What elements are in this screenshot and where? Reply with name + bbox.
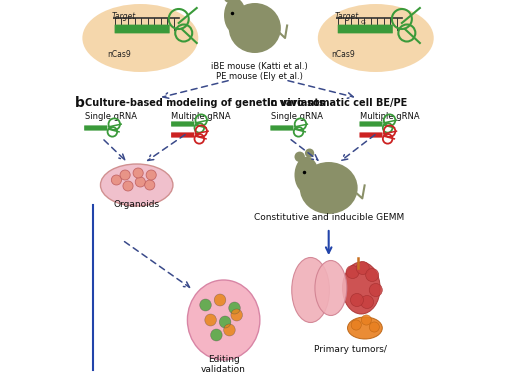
Ellipse shape: [292, 258, 330, 323]
Text: nCas9: nCas9: [331, 50, 354, 59]
Circle shape: [346, 265, 359, 279]
Ellipse shape: [229, 3, 281, 53]
Text: G: G: [361, 20, 366, 25]
Circle shape: [361, 315, 372, 325]
Text: Editing
validation: Editing validation: [201, 355, 246, 374]
Circle shape: [365, 268, 379, 282]
Text: Single gRNA: Single gRNA: [85, 112, 136, 121]
Ellipse shape: [318, 4, 434, 72]
Text: Culture-based modeling of genetic variants: Culture-based modeling of genetic varian…: [85, 98, 324, 108]
Ellipse shape: [224, 0, 246, 33]
Ellipse shape: [224, 324, 235, 336]
Circle shape: [305, 149, 314, 158]
Ellipse shape: [294, 157, 319, 193]
Text: Constitutive and inducible GEMM: Constitutive and inducible GEMM: [254, 213, 404, 222]
Ellipse shape: [343, 262, 380, 314]
Ellipse shape: [214, 294, 226, 306]
Ellipse shape: [146, 170, 156, 180]
Text: nCas9: nCas9: [108, 50, 131, 59]
Circle shape: [356, 261, 369, 274]
Ellipse shape: [315, 261, 347, 315]
Ellipse shape: [211, 329, 222, 341]
FancyBboxPatch shape: [171, 132, 194, 138]
Ellipse shape: [299, 162, 358, 214]
Ellipse shape: [145, 180, 155, 190]
Text: iBE mouse (Katti et al.): iBE mouse (Katti et al.): [211, 62, 308, 71]
Ellipse shape: [135, 177, 145, 187]
FancyBboxPatch shape: [115, 24, 170, 33]
Ellipse shape: [348, 317, 383, 339]
Ellipse shape: [101, 164, 173, 206]
Ellipse shape: [120, 170, 130, 180]
Text: Multiple gRNA: Multiple gRNA: [360, 112, 419, 121]
Text: Multiple gRNA: Multiple gRNA: [171, 112, 231, 121]
Ellipse shape: [205, 314, 216, 326]
Text: In vivo somatic cell BE/PE: In vivo somatic cell BE/PE: [267, 98, 407, 108]
FancyBboxPatch shape: [338, 24, 393, 33]
FancyBboxPatch shape: [84, 125, 107, 130]
FancyBboxPatch shape: [360, 121, 383, 127]
Text: Target: Target: [334, 12, 359, 21]
Text: Primary tumors/: Primary tumors/: [314, 345, 387, 354]
Ellipse shape: [220, 316, 231, 328]
FancyBboxPatch shape: [270, 125, 293, 130]
Text: PE mouse (Ely et al.): PE mouse (Ely et al.): [216, 72, 303, 81]
Circle shape: [369, 284, 383, 297]
FancyBboxPatch shape: [360, 132, 383, 138]
Circle shape: [369, 322, 379, 332]
Circle shape: [350, 294, 363, 306]
Text: Organoids: Organoids: [114, 200, 160, 209]
Ellipse shape: [231, 309, 242, 321]
Ellipse shape: [229, 302, 240, 314]
Ellipse shape: [187, 280, 260, 360]
Text: Target: Target: [112, 12, 135, 21]
FancyBboxPatch shape: [171, 121, 194, 127]
Ellipse shape: [112, 175, 121, 185]
Circle shape: [351, 320, 361, 330]
Circle shape: [294, 152, 305, 162]
Circle shape: [361, 296, 374, 309]
Circle shape: [224, 0, 234, 3]
Ellipse shape: [83, 4, 198, 72]
Text: Single gRNA: Single gRNA: [271, 112, 323, 121]
Text: b: b: [75, 96, 85, 110]
Ellipse shape: [200, 299, 211, 311]
Ellipse shape: [133, 168, 143, 178]
Ellipse shape: [123, 181, 133, 191]
